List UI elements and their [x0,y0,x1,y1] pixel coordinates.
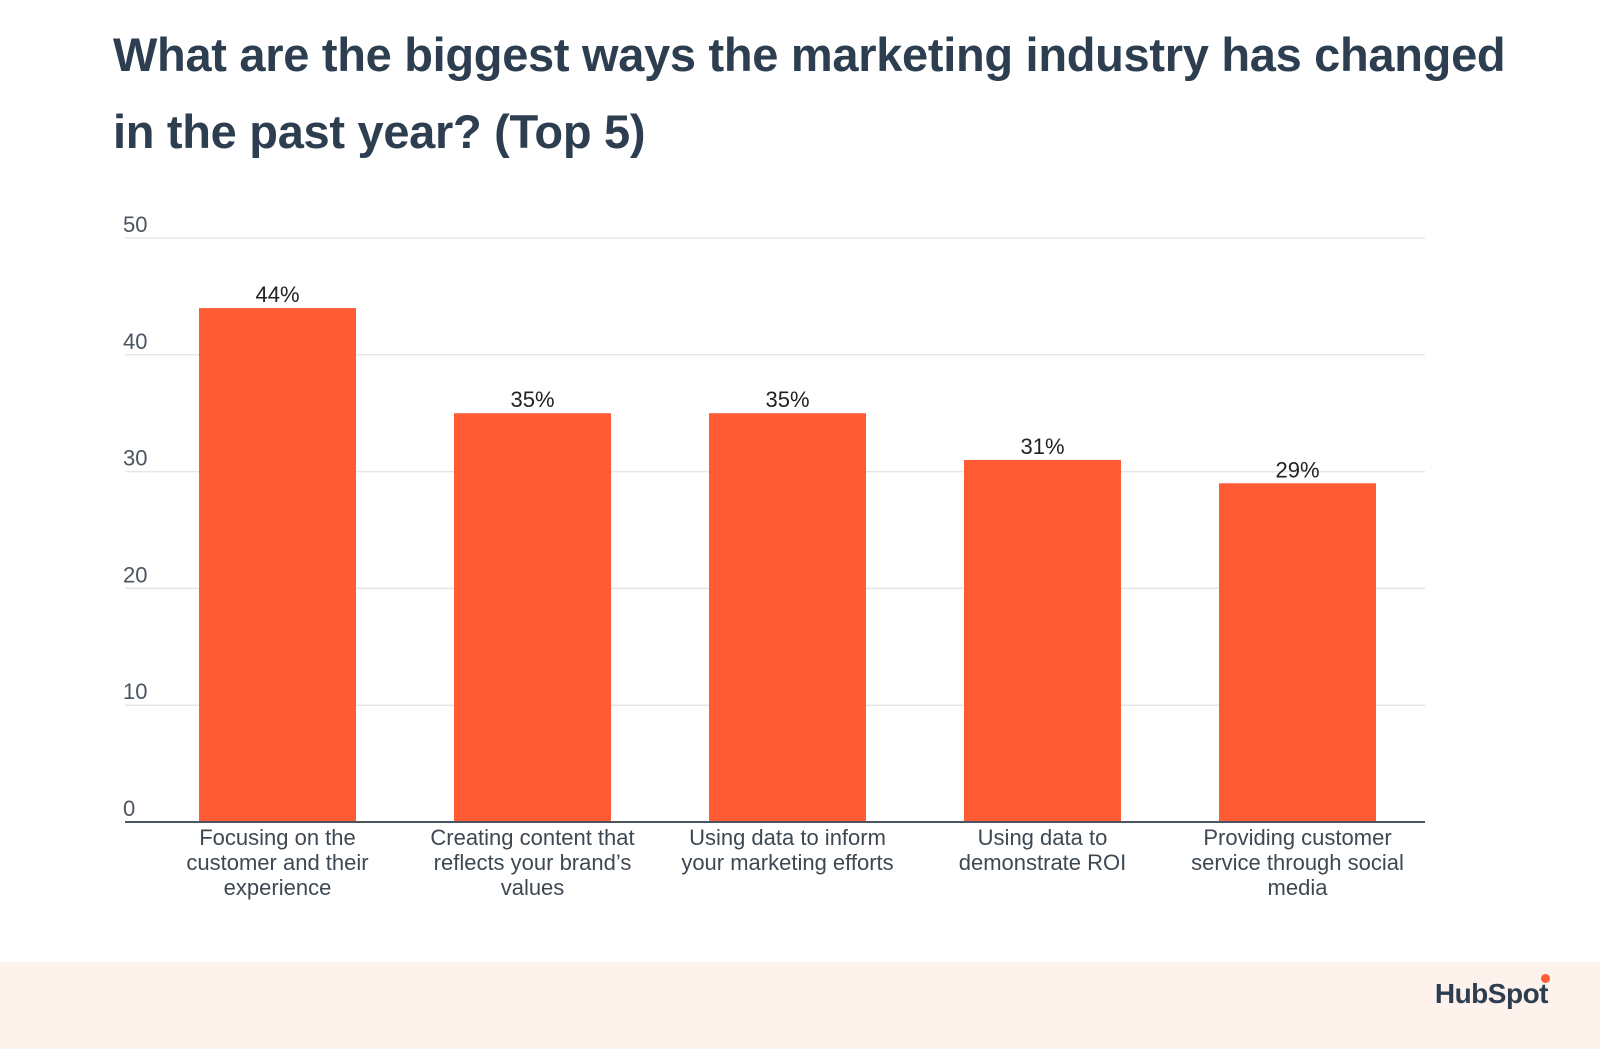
data-label: 35% [765,387,809,412]
x-tick-label: values [501,875,565,900]
x-tick-label: reflects your brand’s [434,850,632,875]
y-tick-label: 20 [123,562,147,587]
x-tick-label: Using data to [978,825,1108,850]
x-tick-label: your marketing efforts [681,850,893,875]
data-label: 29% [1275,457,1319,482]
x-tick-label: Focusing on the [199,825,356,850]
y-tick-label: 50 [123,212,147,237]
data-label: 31% [1020,434,1064,459]
y-tick-label: 40 [123,329,147,354]
x-tick-label: media [1268,875,1329,900]
x-tick-label: customer and their [186,850,368,875]
data-label: 44% [255,282,299,307]
bar [709,413,866,822]
bar [199,308,356,823]
footer-band: HubSpot [0,962,1600,1049]
chart-title: What are the biggest ways the marketing … [113,28,1506,158]
data-label: 35% [510,387,554,412]
x-tick-label: demonstrate ROI [959,850,1127,875]
bar [454,413,611,822]
hubspot-logo: HubSpot [1434,974,1550,1010]
x-tick-label: Providing customer [1203,825,1391,850]
bar [1219,483,1376,822]
x-tick-label: service through social [1191,850,1404,875]
y-tick-label: 10 [123,679,147,704]
x-tick-label: Creating content that [430,825,634,850]
y-tick-label: 0 [123,796,135,821]
x-tick-label: experience [224,875,332,900]
bar [964,459,1121,822]
y-tick-label: 30 [123,446,147,471]
x-tick-label: Using data to inform [689,825,886,850]
sprocket-icon [1541,974,1550,983]
brand-name: HubSpot [1434,978,1549,1009]
